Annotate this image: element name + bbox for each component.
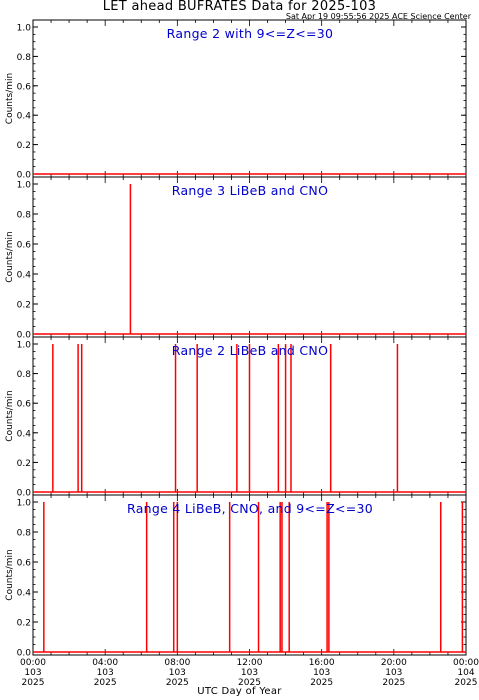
panel-3: 0.0 0.2 0.4 0.6 0.8 1.0 Counts/min Range 2 LiBe… <box>5 336 467 499</box>
y-tick-label: 0.4 <box>17 589 32 599</box>
panel-4: 0.0 0.2 0.4 0.6 0.8 1.0 Counts/min Range 4 LiBe… <box>5 494 479 688</box>
x-tick-year-label: 2025 <box>94 678 117 688</box>
y-tick-label: 0.2 <box>17 301 31 311</box>
y-tick-label: 0.8 <box>17 211 32 221</box>
panel-title: Range 2 LiBeB and CNO <box>172 343 328 358</box>
x-tick-year-label: 2025 <box>22 678 45 688</box>
x-tick-doy-label: 103 <box>169 668 186 678</box>
y-tick-label: 0.6 <box>17 400 32 410</box>
panel-title: Range 4 LiBeB, CNO, and 9<=Z<=30 <box>127 501 373 516</box>
x-tick-time-label: 00:00 <box>453 658 479 668</box>
y-tick-label: 0.0 <box>17 171 32 181</box>
y-tick-label: 0.6 <box>17 82 32 92</box>
y-tick-label: 0.0 <box>17 489 32 499</box>
y-tick-label: 1.0 <box>17 24 32 34</box>
x-tick-time-label: 00:00 <box>20 658 46 668</box>
y-tick-label: 0.8 <box>17 53 32 63</box>
y-tick-label: 0.2 <box>17 619 31 629</box>
y-tick-label: 0.2 <box>17 141 31 151</box>
panel-1: 0.0 0.2 0.4 0.6 0.8 1.0 Counts/min Range 2 with… <box>5 19 467 181</box>
panel-frame <box>32 19 467 178</box>
x-tick-time-label: 16:00 <box>309 658 335 668</box>
panel-2: 0.0 0.2 0.4 0.6 0.8 1.0 Counts/min Range 3 LiBe… <box>5 176 467 341</box>
y-tick-label: 1.0 <box>17 341 32 351</box>
generation-timestamp: Sat Apr 19 09:55:56 2025 ACE Science Cen… <box>285 12 471 21</box>
y-tick-label: 0.8 <box>17 529 32 539</box>
x-tick-year-label: 2025 <box>166 678 189 688</box>
y-tick-label: 0.6 <box>17 241 32 251</box>
y-tick-label: 0.0 <box>17 649 32 659</box>
y-tick-label: 0.4 <box>17 271 32 281</box>
x-tick-year-label: 2025 <box>310 678 333 688</box>
y-axis-label: Counts/min <box>5 549 15 600</box>
y-axis-label: Counts/min <box>5 390 15 441</box>
x-tick-time-label: 04:00 <box>92 658 118 668</box>
y-tick-label: 1.0 <box>17 499 32 509</box>
y-tick-label: 0.4 <box>17 429 32 439</box>
x-tick-year-label: 2025 <box>238 678 261 688</box>
x-tick-year-label: 2025 <box>455 678 478 688</box>
y-tick-label: 0.4 <box>17 112 32 122</box>
panel-title: Range 2 with 9<=Z<=30 <box>167 26 334 41</box>
y-tick-label: 1.0 <box>17 181 32 191</box>
y-axis-label: Counts/min <box>5 231 15 282</box>
x-tick-doy-label: 104 <box>457 668 474 678</box>
chart-main-title: LET ahead BUFRATES Data for 2025-103 <box>102 0 377 14</box>
x-tick-doy-label: 103 <box>385 668 402 678</box>
panel-frame <box>32 494 467 656</box>
x-tick-time-label: 08:00 <box>164 658 190 668</box>
x-tick-time-label: 12:00 <box>237 658 263 668</box>
panel-title: Range 3 LiBeB and CNO <box>172 183 328 198</box>
x-tick-doy-label: 103 <box>313 668 330 678</box>
x-axis-label: UTC Day of Year <box>197 686 282 697</box>
y-tick-label: 0.8 <box>17 370 32 380</box>
x-tick-doy-label: 103 <box>24 668 41 678</box>
panel-frame <box>32 176 467 338</box>
x-tick-time-label: 20:00 <box>381 658 407 668</box>
y-tick-label: 0.0 <box>17 331 32 341</box>
y-tick-label: 0.6 <box>17 559 32 569</box>
y-axis-label: Counts/min <box>5 73 15 124</box>
x-tick-doy-label: 103 <box>97 668 114 678</box>
x-tick-doy-label: 103 <box>241 668 258 678</box>
y-tick-label: 0.2 <box>17 459 31 469</box>
x-tick-year-label: 2025 <box>382 678 405 688</box>
